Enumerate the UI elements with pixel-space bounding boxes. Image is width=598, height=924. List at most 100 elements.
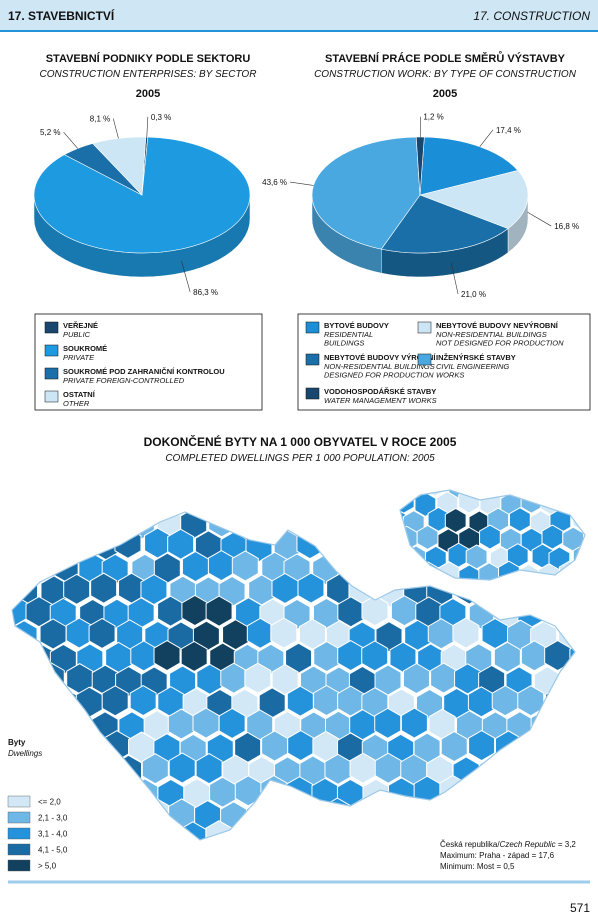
region [272, 800, 299, 832]
region [12, 641, 28, 673]
region [310, 823, 338, 840]
region [556, 575, 575, 607]
page-number: 571 [570, 901, 590, 915]
region [362, 512, 390, 540]
region [12, 529, 14, 561]
note-cz-value: = 3,2 [558, 840, 577, 849]
value-label: 21,0 % [461, 290, 486, 299]
region [297, 798, 325, 830]
region [78, 775, 106, 807]
region [12, 512, 40, 516]
region [361, 551, 389, 583]
region [533, 752, 561, 785]
region [140, 573, 168, 606]
region [400, 707, 428, 739]
chart-year: 2005 [433, 88, 457, 100]
region [76, 822, 104, 840]
region [39, 531, 67, 563]
region [481, 618, 509, 650]
region [527, 490, 550, 499]
legend-label-en: WATER MANAGEMENT WORKS [324, 396, 437, 405]
region [389, 641, 417, 673]
region [546, 595, 574, 627]
legend-label-en: CIVIL ENGINEERING [436, 362, 509, 371]
region [493, 641, 521, 673]
region [141, 753, 169, 785]
region [51, 688, 79, 720]
region [180, 640, 208, 672]
region [361, 595, 389, 627]
legend-label: INŽENÝRSKÉ STAVBY [436, 353, 516, 362]
region [244, 662, 272, 694]
region [363, 821, 391, 840]
legend-label: 3,1 - 4,0 [38, 830, 68, 839]
region [326, 527, 354, 559]
region [296, 512, 324, 517]
map-legend-title: Byty [8, 738, 26, 747]
region [12, 753, 39, 785]
region [297, 572, 325, 604]
region [27, 688, 55, 721]
pie-sides [311, 194, 529, 278]
chart-subtitle: CONSTRUCTION WORK: BY TYPE OF CONSTRUCTI… [314, 69, 577, 80]
legend-label-en: DESIGNED FOR PRODUCTION [324, 371, 434, 380]
leader-line [181, 260, 191, 292]
region [129, 685, 157, 717]
legend-swatch [7, 859, 31, 872]
region [569, 777, 575, 810]
region [458, 490, 480, 514]
legend-label: 2,1 - 3,0 [38, 814, 68, 823]
region [167, 528, 195, 560]
legend-label: NEBYTOVÉ BUDOVY NEVÝROBNÍ [436, 321, 559, 330]
region [509, 507, 531, 533]
legend-swatch [7, 811, 31, 824]
region [259, 512, 287, 537]
region [12, 530, 39, 562]
legend-swatch [44, 367, 59, 380]
value-label: 1,2 % [423, 113, 443, 122]
header-left: 17. STAVEBNICTVÍ [8, 8, 115, 23]
region [377, 529, 405, 561]
region [26, 643, 54, 675]
region [12, 688, 28, 720]
region [64, 800, 92, 833]
region [117, 512, 145, 516]
region [531, 797, 559, 829]
region [487, 490, 510, 496]
value-label: 0,3 % [151, 113, 171, 122]
legend-box [34, 313, 263, 411]
header-bar [0, 0, 598, 30]
region [232, 512, 260, 537]
region [505, 797, 533, 829]
region [169, 512, 197, 514]
region [402, 662, 430, 695]
region [510, 490, 533, 500]
region [374, 707, 402, 739]
region [361, 640, 389, 672]
legend-label-en: NON-RESIDENTIAL BUILDINGS [324, 362, 435, 371]
legend-swatch [7, 843, 31, 856]
region [479, 799, 507, 831]
region [530, 709, 558, 741]
legend-label: > 5,0 [38, 862, 57, 871]
value-label: 43,6 % [262, 178, 287, 187]
map-title: DOKONČENÉ BYTY NA 1 000 OBYVATEL V ROCE … [144, 434, 457, 449]
region [336, 778, 364, 810]
legend-swatch [7, 795, 31, 808]
region [572, 490, 585, 499]
region [12, 621, 14, 653]
slice [92, 136, 147, 196]
slice [380, 194, 509, 254]
note-cz-en: Czech Republic [500, 840, 556, 849]
region [153, 822, 181, 840]
chart-subtitle: CONSTRUCTION ENTERPRISES: BY SECTOR [40, 69, 257, 80]
region [570, 733, 575, 766]
slice-top [419, 170, 529, 229]
region [65, 512, 93, 518]
legend-label: VODOHOSPODÁŘSKÉ STAVBY [324, 387, 436, 396]
region [375, 799, 403, 831]
region [336, 823, 364, 840]
legend-label-en: WORKS [436, 371, 464, 380]
region [12, 664, 14, 696]
legend-swatch [7, 827, 31, 840]
